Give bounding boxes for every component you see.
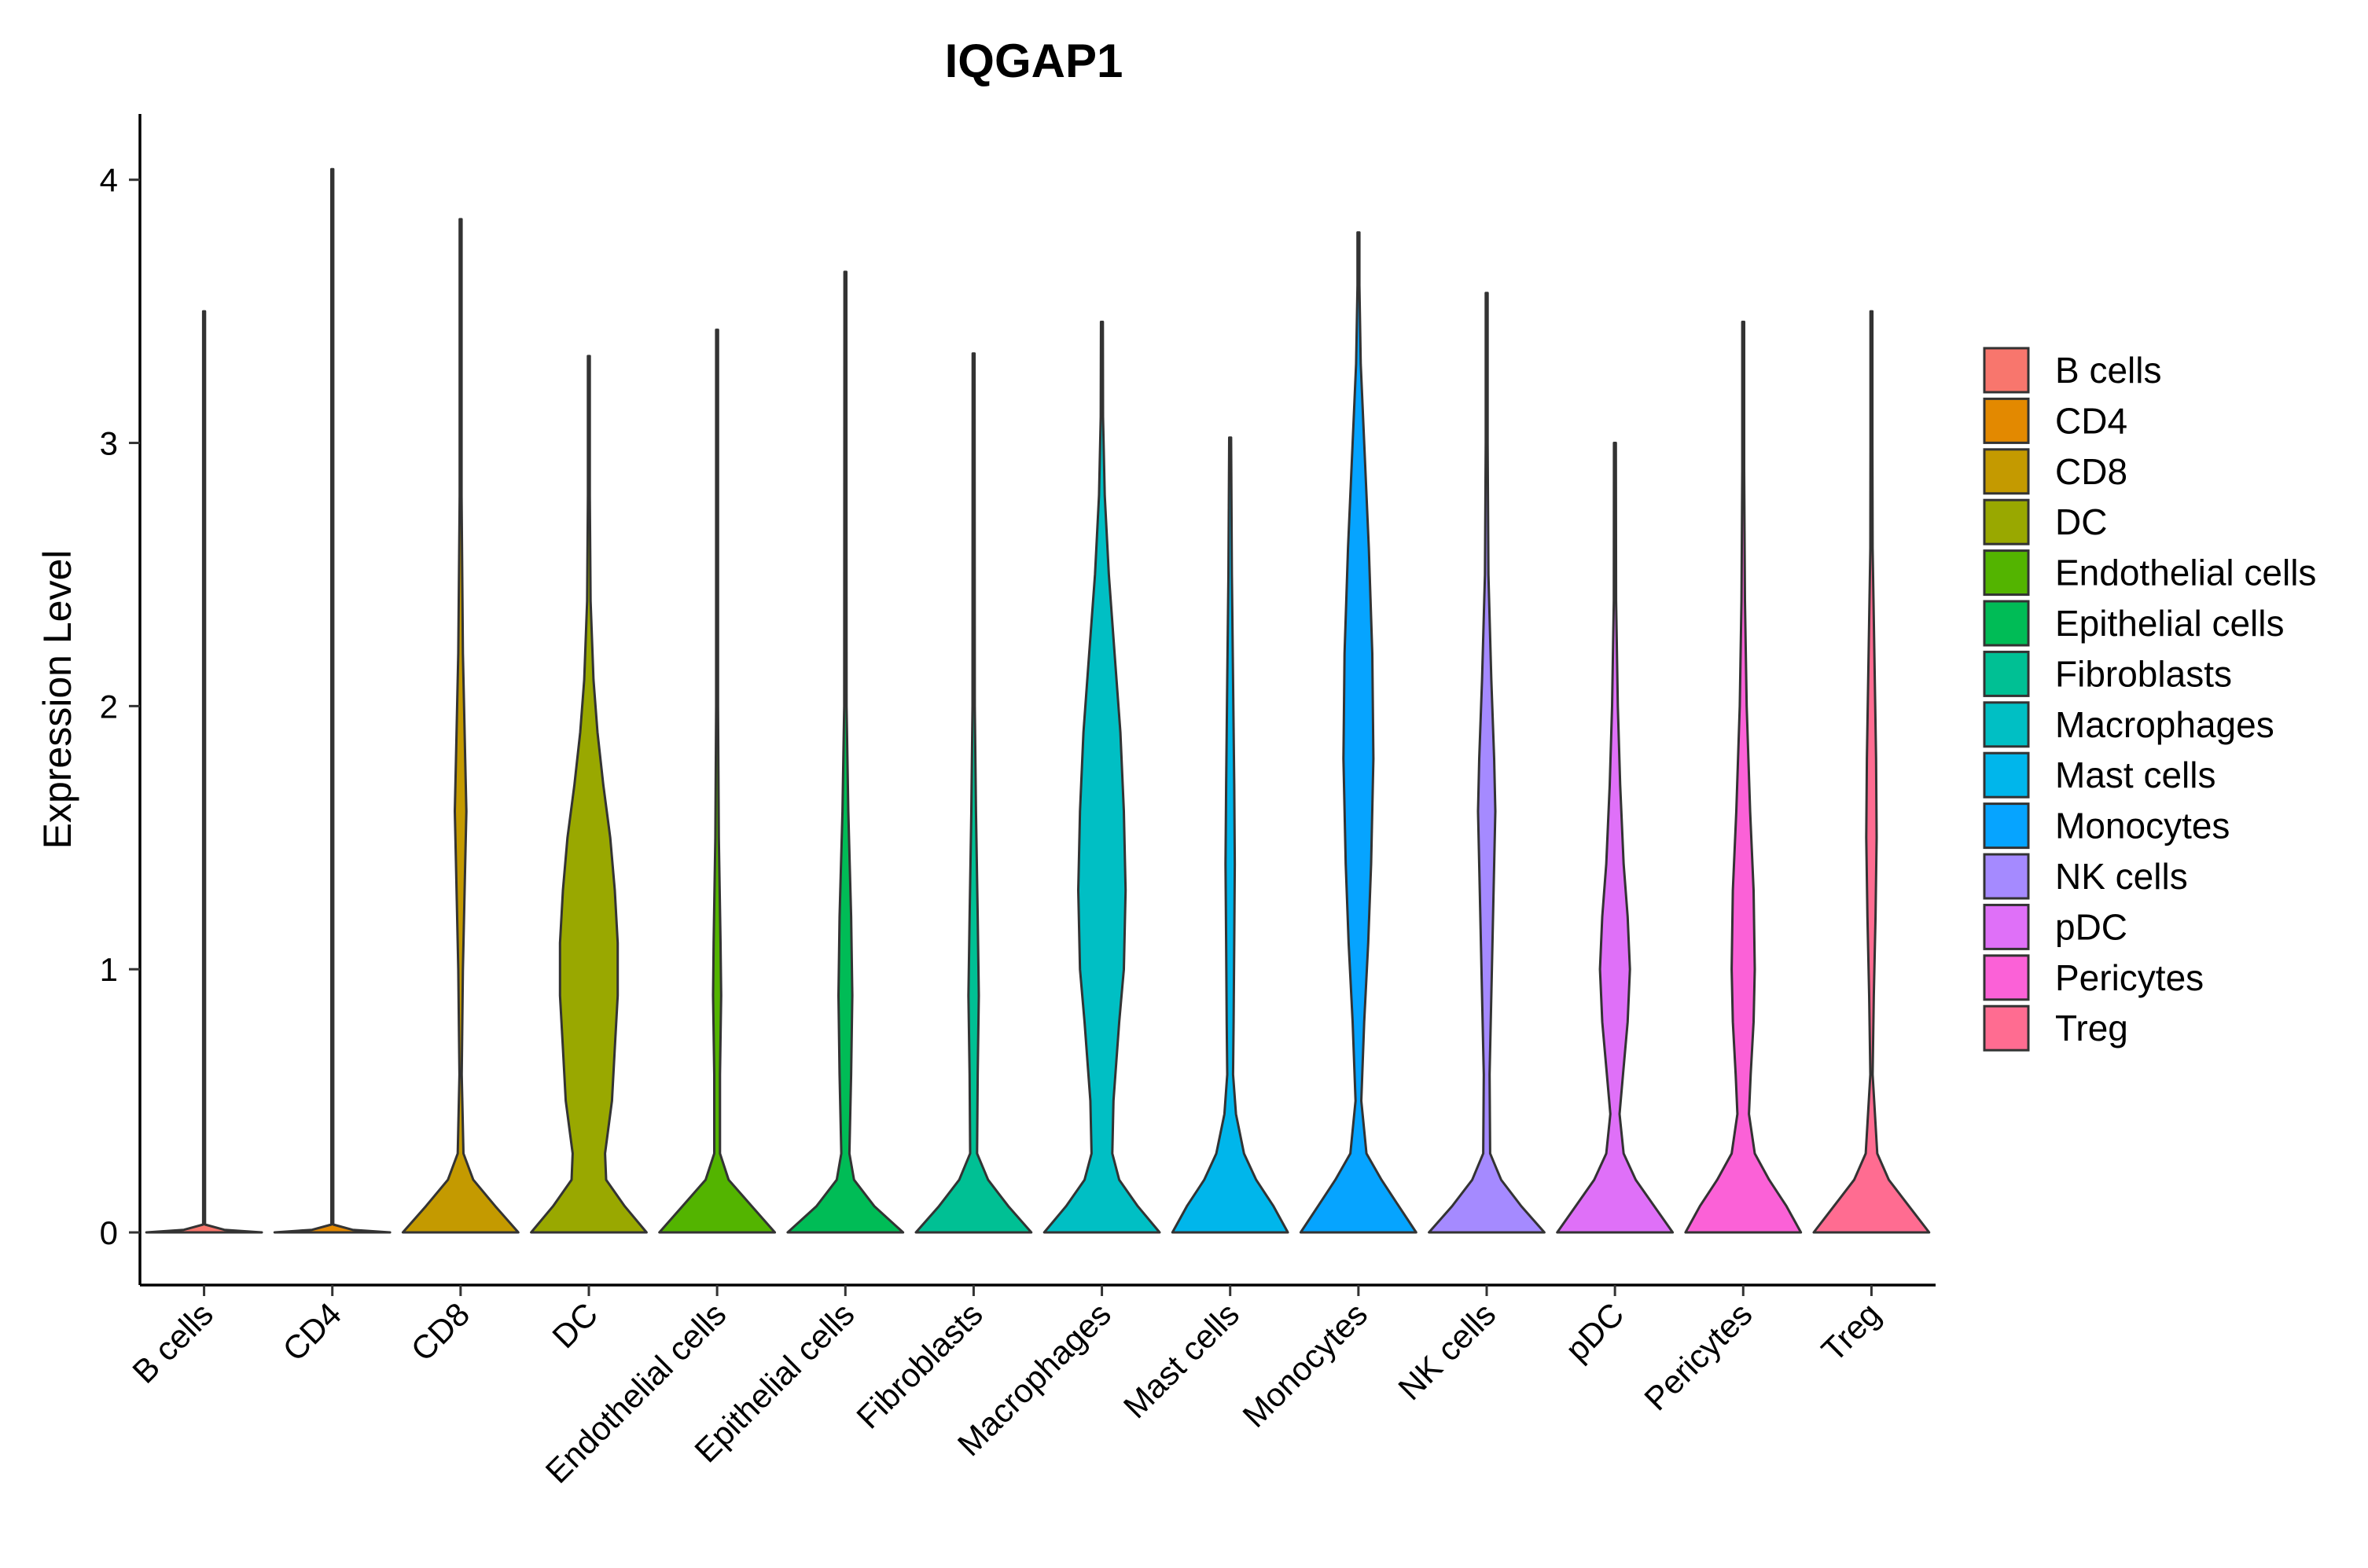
x-tick-label: NK cells	[1391, 1295, 1502, 1407]
legend-label: Endothelial cells	[2055, 553, 2316, 593]
legend: B cells CD4 CD8 DC Endothelial cells Epitheli…	[1983, 347, 2316, 1052]
violin-cd8	[401, 218, 520, 1234]
violins-group	[145, 167, 1931, 1234]
legend-swatch	[1983, 650, 2030, 697]
violin-nk-cells	[1428, 292, 1546, 1234]
legend-swatch	[1983, 853, 2030, 900]
violin-epithelial-cells	[786, 270, 905, 1234]
legend-swatch	[1983, 448, 2030, 495]
y-tick-label: 2	[100, 688, 118, 725]
legend-swatch	[1983, 498, 2030, 545]
x-tick-label: CD4	[275, 1295, 348, 1368]
violin-pdc	[1556, 442, 1675, 1234]
legend-swatch	[1983, 751, 2030, 799]
y-tick-label: 3	[100, 425, 118, 462]
legend-swatch	[1983, 600, 2030, 647]
violin-dc	[530, 354, 648, 1234]
violin-treg	[1812, 310, 1931, 1234]
legend-label: NK cells	[2055, 856, 2188, 897]
x-tick-label: pDC	[1558, 1295, 1631, 1368]
x-tick-label: Treg	[1815, 1295, 1888, 1368]
legend-swatch	[1983, 701, 2030, 748]
violin-endothelial-cells	[658, 329, 777, 1234]
y-tick-label: 4	[100, 162, 118, 199]
legend-label: Epithelial cells	[2055, 603, 2284, 644]
legend-swatch	[1983, 954, 2030, 1001]
legend-label: CD8	[2055, 451, 2127, 492]
x-tick-label: Fibroblasts	[849, 1295, 989, 1435]
x-tick-label: DC	[545, 1295, 605, 1355]
y-tick-label: 1	[100, 951, 118, 988]
x-tick-label: Mast cells	[1116, 1295, 1246, 1425]
violin-mast-cells	[1171, 436, 1289, 1234]
legend-swatch	[1983, 347, 2030, 394]
legend-swatch	[1983, 549, 2030, 597]
chart-title: IQGAP1	[945, 35, 1123, 87]
violin-fibroblasts	[914, 352, 1033, 1234]
legend-label: Pericytes	[2055, 957, 2204, 998]
legend-label: CD4	[2055, 400, 2127, 441]
violin-b-cells	[145, 310, 263, 1234]
y-tick-label: 0	[100, 1214, 118, 1251]
legend-swatch	[1983, 802, 2030, 850]
legend-label: Mast cells	[2055, 755, 2215, 795]
legend-label: pDC	[2055, 906, 2127, 947]
legend-label: Macrophages	[2055, 704, 2274, 745]
violin-cd4	[273, 167, 392, 1234]
x-tick-label: Pericytes	[1637, 1295, 1759, 1417]
legend-label: Fibroblasts	[2055, 653, 2232, 694]
x-tick-label: CD8	[404, 1295, 477, 1368]
violin-monocytes	[1299, 231, 1417, 1234]
legend-label: Monocytes	[2055, 806, 2230, 846]
legend-label: DC	[2055, 501, 2107, 542]
legend-swatch	[1983, 397, 2030, 444]
violin-macrophages	[1042, 321, 1161, 1234]
legend-swatch	[1983, 1004, 2030, 1052]
x-tick-label: B cells	[125, 1295, 220, 1390]
y-axis-title: Expression Level	[35, 550, 79, 850]
violin-pericytes	[1684, 321, 1803, 1234]
legend-label: Treg	[2055, 1008, 2128, 1048]
x-tick-label: Monocytes	[1235, 1295, 1374, 1434]
legend-label: B cells	[2055, 350, 2161, 391]
legend-swatch	[1983, 903, 2030, 950]
